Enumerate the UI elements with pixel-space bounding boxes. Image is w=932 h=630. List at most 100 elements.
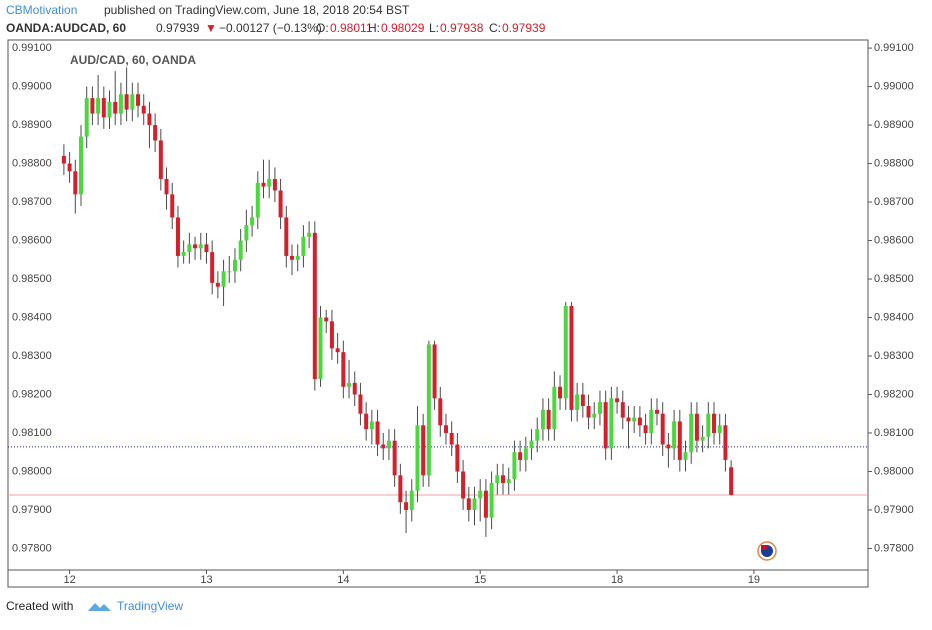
change: −0.00127 (−0.13%)	[219, 21, 322, 35]
chart-title: AUD/CAD, 60, OANDA	[70, 53, 196, 67]
candle-body	[694, 413, 699, 441]
candle-body	[495, 475, 500, 484]
open-value: 0.98011	[330, 21, 373, 35]
y-tick-label: 0.98300	[874, 350, 914, 362]
candle-body	[592, 413, 597, 418]
candle-body	[575, 394, 580, 410]
candle-body	[569, 305, 574, 410]
candle-body	[489, 483, 494, 518]
candle-body	[421, 425, 426, 476]
candle-body	[170, 194, 175, 218]
candle-body	[381, 444, 386, 449]
candle-body	[563, 305, 568, 399]
candle-body	[369, 421, 374, 430]
candle-body	[660, 413, 665, 445]
candle-body	[404, 502, 409, 510]
candle-body	[483, 490, 488, 518]
candle-body	[158, 140, 163, 179]
candle-body	[603, 402, 608, 449]
candle-body	[272, 178, 277, 191]
y-tick-label: 0.98500	[874, 273, 914, 285]
candle-body	[552, 386, 557, 430]
x-tick-label: 13	[200, 574, 212, 586]
candle-body	[307, 232, 312, 237]
y-tick-label: 0.98700	[12, 196, 52, 208]
candle-body	[438, 398, 443, 426]
last-price: 0.97939	[156, 21, 200, 35]
candle-body	[130, 94, 135, 110]
brand-logo[interactable]	[88, 603, 111, 611]
candle-body	[415, 425, 420, 491]
candle-body	[649, 409, 654, 433]
candle-body	[637, 417, 642, 426]
candle-body	[455, 444, 460, 472]
y-tick-label: 0.98900	[12, 119, 52, 131]
candle-body	[723, 425, 728, 460]
candle-body	[267, 178, 272, 187]
candle-body	[198, 244, 203, 249]
footer-brand[interactable]: TradingView	[117, 599, 183, 613]
y-tick-label: 0.97900	[12, 504, 52, 516]
candle-body	[706, 413, 711, 437]
candle-body	[329, 321, 334, 349]
candle-body	[261, 182, 266, 187]
candle-body	[113, 101, 118, 114]
candle-body	[84, 98, 89, 137]
candle-body	[426, 344, 431, 476]
candle-body	[409, 490, 414, 510]
candle-body	[615, 398, 620, 403]
y-tick-label: 0.98100	[874, 427, 914, 439]
y-tick-label: 0.98800	[874, 157, 914, 169]
candle-body	[626, 417, 631, 422]
candle-body	[501, 475, 506, 484]
y-tick-label: 0.99100	[12, 42, 52, 54]
candle-body	[443, 425, 448, 433]
low-value: 0.97938	[440, 21, 484, 35]
candle-body	[312, 232, 317, 380]
y-tick-label: 0.98500	[12, 273, 52, 285]
x-tick-label: 12	[63, 574, 75, 586]
candle-body	[347, 382, 352, 387]
high-label: H:	[368, 21, 380, 35]
candle-body	[284, 217, 289, 256]
candle-body	[255, 182, 260, 218]
y-tick-label: 0.98100	[12, 427, 52, 439]
candle-body	[375, 421, 380, 445]
candle-body	[335, 348, 340, 353]
candle-body	[118, 94, 123, 114]
candle-body	[238, 240, 243, 260]
candle-body	[712, 413, 717, 433]
candle-body	[700, 436, 705, 441]
candle-body	[210, 252, 215, 283]
candle-body	[729, 467, 734, 495]
candle-body	[244, 225, 249, 241]
candle-body	[683, 452, 688, 460]
candle-body	[187, 244, 192, 253]
y-tick-label: 0.99000	[874, 80, 914, 92]
candle-body	[580, 394, 585, 407]
candle-body	[101, 98, 106, 118]
y-tick-label: 0.98400	[874, 311, 914, 323]
candle-body	[523, 448, 528, 460]
y-tick-label: 0.98200	[874, 388, 914, 400]
candle-body	[250, 217, 255, 226]
y-tick-label: 0.98900	[874, 119, 914, 131]
y-tick-label: 0.98600	[12, 234, 52, 246]
author[interactable]: CBMotivation	[6, 3, 77, 17]
candle-body	[478, 490, 483, 499]
candle-body	[398, 475, 403, 503]
candle-body	[558, 386, 563, 399]
candle-body	[432, 344, 437, 399]
high-value: 0.98029	[381, 21, 425, 35]
close-label: C:	[489, 21, 501, 35]
candle-body	[643, 425, 648, 433]
candle-body	[352, 382, 357, 395]
candle-body	[136, 94, 141, 106]
candle-body	[181, 252, 186, 256]
x-tick-label: 19	[748, 574, 760, 586]
y-tick-label: 0.99000	[12, 80, 52, 92]
y-tick-label: 0.98300	[12, 350, 52, 362]
candle-body	[672, 421, 677, 449]
